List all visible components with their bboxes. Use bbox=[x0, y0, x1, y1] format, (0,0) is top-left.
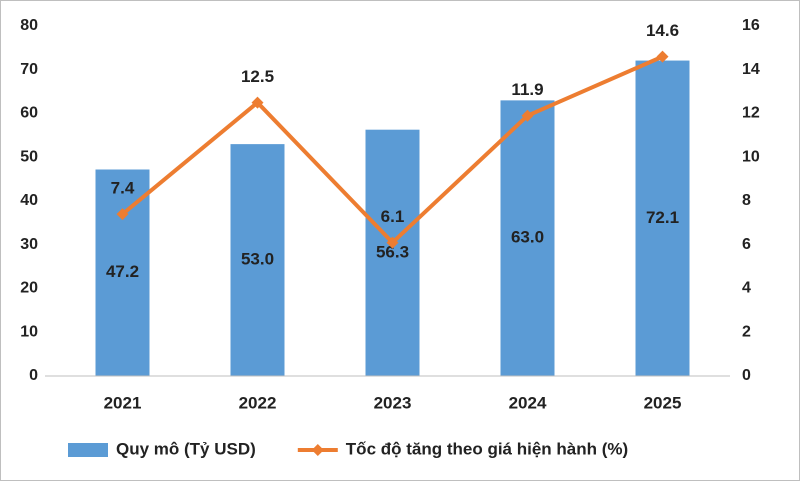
legend-swatch bbox=[68, 443, 108, 457]
y2-tick-label: 2 bbox=[742, 323, 751, 340]
x-tick-label: 2022 bbox=[239, 393, 277, 412]
bar-value-label: 47.2 bbox=[106, 262, 139, 281]
y2-tick-label: 4 bbox=[742, 280, 751, 297]
bar bbox=[635, 60, 690, 376]
y2-tick-label: 12 bbox=[742, 105, 760, 122]
bar bbox=[95, 169, 150, 376]
line-marker bbox=[116, 208, 129, 221]
bar-value-label: 72.1 bbox=[646, 208, 679, 227]
bar-value-label: 63.0 bbox=[511, 228, 544, 247]
bar bbox=[365, 129, 420, 376]
x-tick-label: 2021 bbox=[104, 393, 142, 412]
y2-tick-label: 10 bbox=[742, 148, 760, 165]
bar bbox=[500, 100, 555, 376]
line-marker bbox=[521, 109, 534, 122]
x-tick-label: 2024 bbox=[509, 393, 547, 412]
line-value-label: 14.6 bbox=[646, 21, 679, 40]
line-value-label: 11.9 bbox=[511, 80, 543, 99]
y-tick-label: 60 bbox=[20, 105, 38, 122]
y-tick-label: 0 bbox=[29, 367, 38, 384]
line-value-label: 7.4 bbox=[111, 179, 135, 198]
x-tick-label: 2025 bbox=[644, 393, 682, 412]
bar-value-label: 53.0 bbox=[241, 250, 274, 269]
x-tick-label: 2023 bbox=[374, 393, 412, 412]
bar-value-label: 56.3 bbox=[376, 242, 409, 261]
y2-tick-label: 14 bbox=[742, 61, 760, 78]
y-tick-label: 80 bbox=[20, 17, 38, 34]
line-value-label: 12.5 bbox=[241, 67, 274, 86]
y2-tick-label: 6 bbox=[742, 236, 751, 253]
line-value-label: 6.1 bbox=[381, 207, 405, 226]
line-marker bbox=[386, 236, 399, 249]
y2-tick-label: 0 bbox=[742, 367, 751, 384]
line-marker bbox=[251, 96, 264, 109]
line-marker bbox=[656, 50, 669, 63]
bar bbox=[230, 144, 285, 376]
y-tick-label: 70 bbox=[20, 61, 38, 78]
legend-label: Quy mô (Tỷ USD) bbox=[116, 439, 256, 458]
y-tick-label: 40 bbox=[20, 192, 38, 209]
y2-tick-label: 16 bbox=[742, 17, 760, 34]
y-tick-label: 50 bbox=[20, 148, 38, 165]
y2-tick-label: 8 bbox=[742, 192, 751, 209]
legend-marker bbox=[311, 444, 324, 456]
y-tick-label: 30 bbox=[20, 236, 38, 253]
legend-label: Tốc độ tăng theo giá hiện hành (%) bbox=[346, 439, 628, 458]
y-tick-label: 20 bbox=[20, 280, 38, 297]
y-tick-label: 10 bbox=[20, 323, 38, 340]
